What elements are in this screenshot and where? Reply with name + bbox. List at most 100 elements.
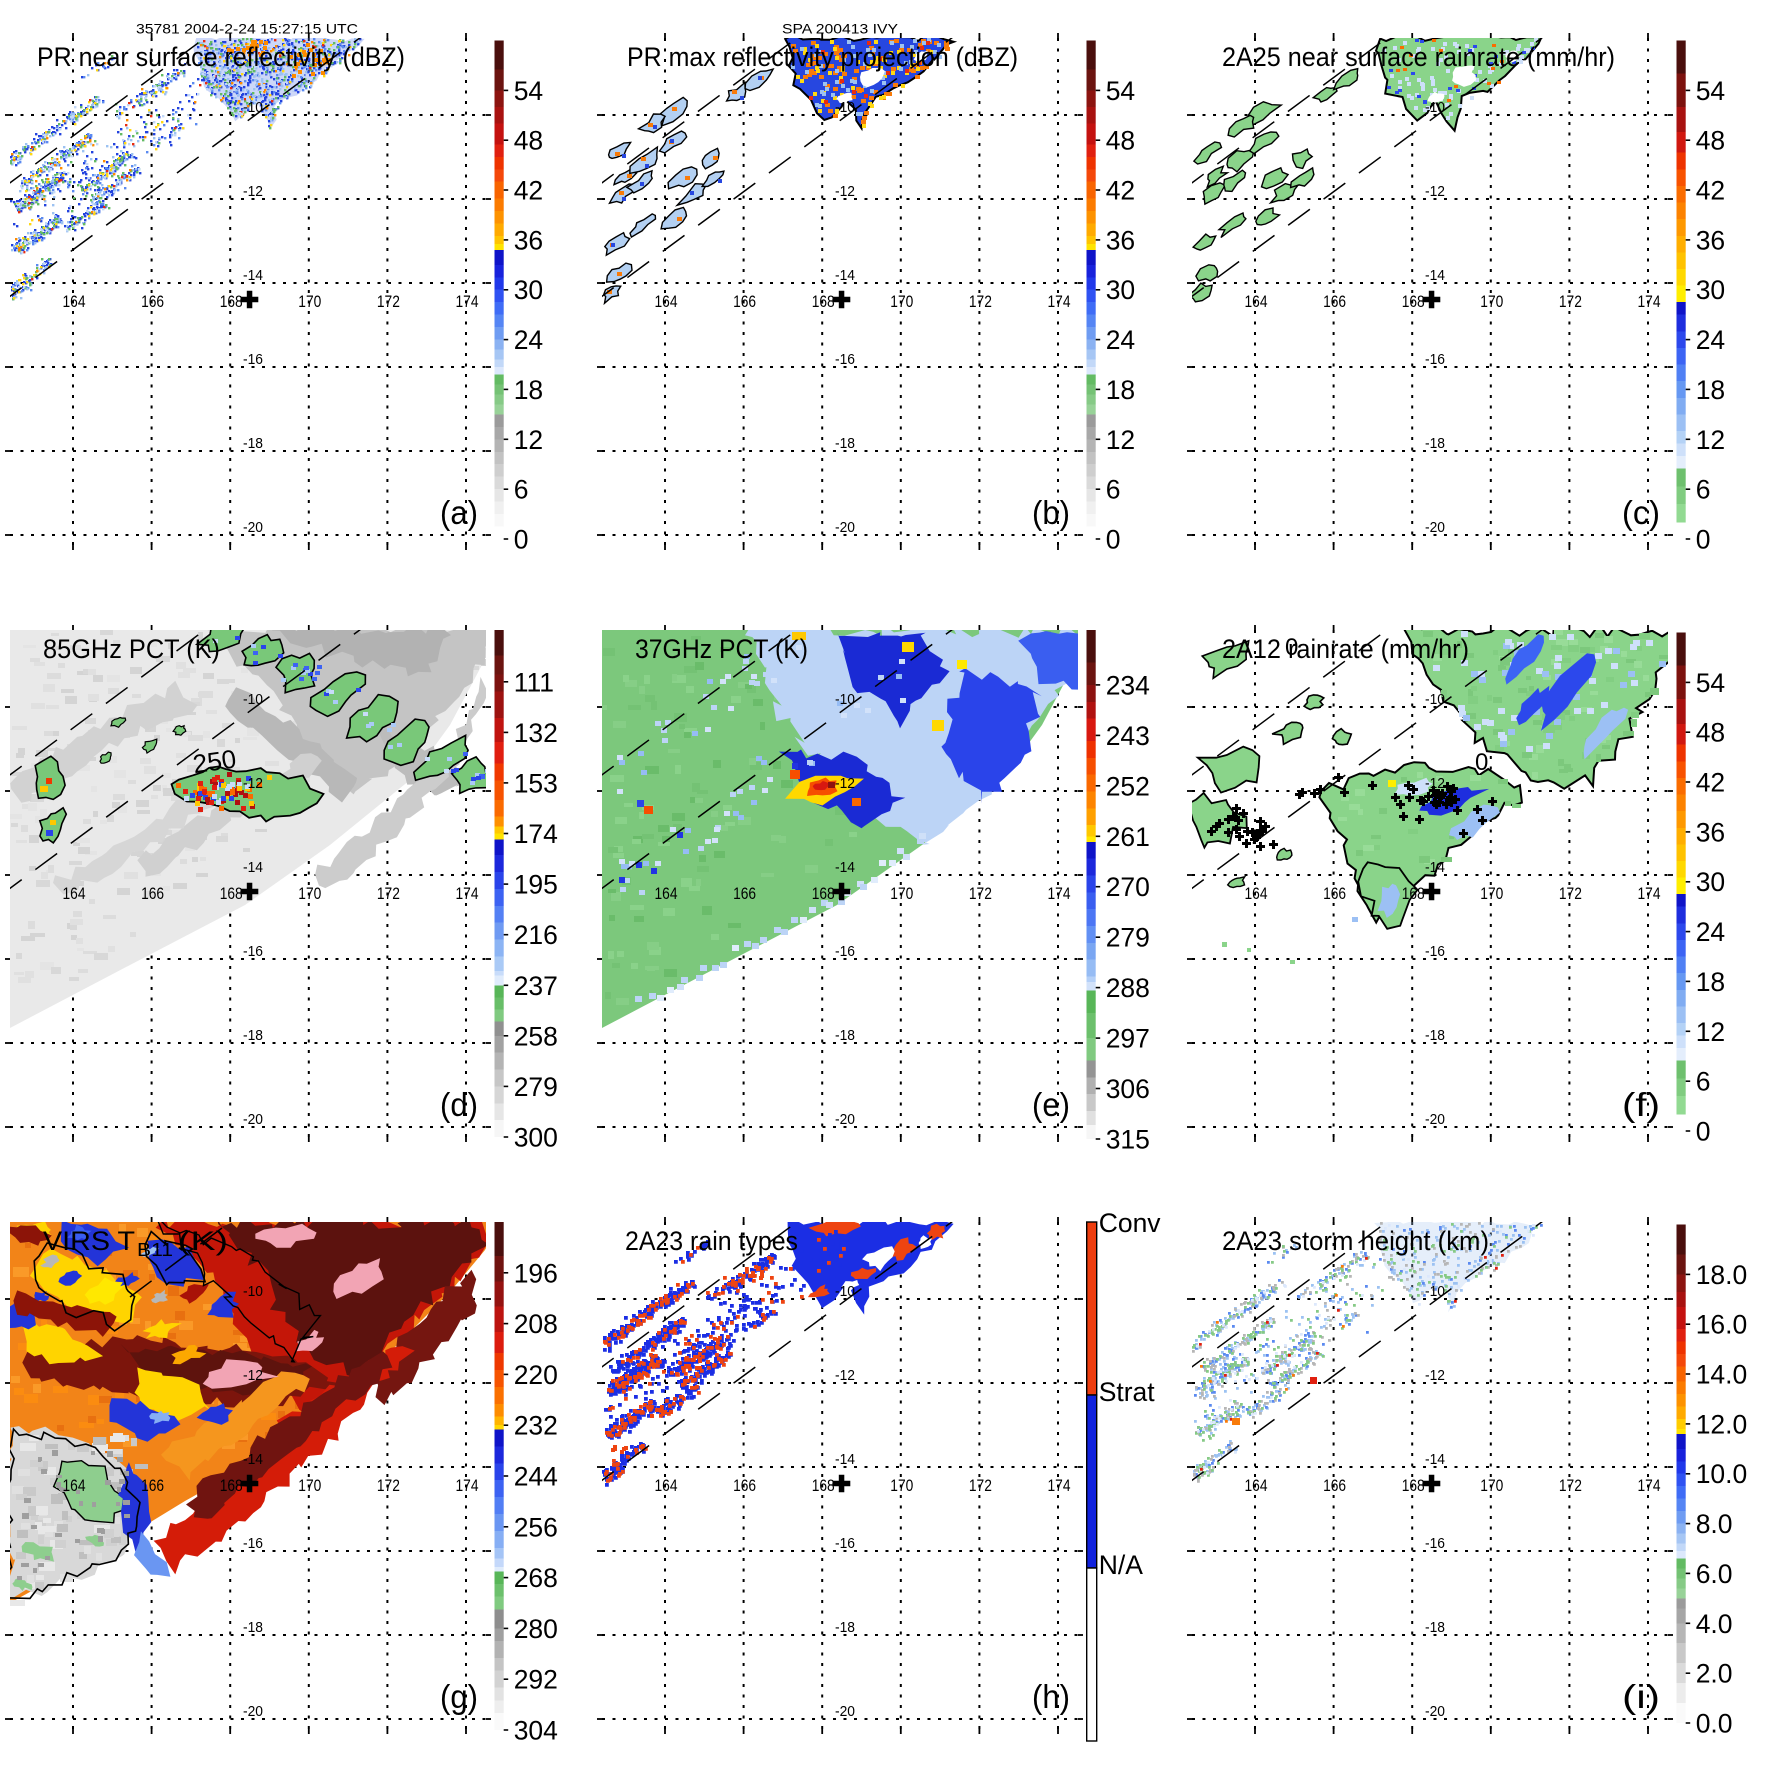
svg-text:6: 6 xyxy=(1106,475,1121,505)
svg-text:36: 36 xyxy=(1106,225,1135,255)
svg-text:48: 48 xyxy=(514,126,543,156)
svg-text:174: 174 xyxy=(1048,885,1071,903)
svg-text:292: 292 xyxy=(514,1665,558,1695)
svg-text:(h): (h) xyxy=(1032,1678,1070,1715)
svg-text:-12: -12 xyxy=(243,1368,263,1384)
svg-text:-18: -18 xyxy=(243,1620,263,1636)
svg-text:170: 170 xyxy=(298,293,321,311)
svg-text:153: 153 xyxy=(514,768,558,798)
svg-text:315: 315 xyxy=(1106,1125,1150,1155)
svg-text:-20: -20 xyxy=(1425,1704,1445,1720)
svg-text:18: 18 xyxy=(514,375,543,405)
svg-text:-10: -10 xyxy=(1425,692,1445,708)
svg-text:6.0: 6.0 xyxy=(1696,1559,1733,1589)
svg-text:-12: -12 xyxy=(243,776,263,792)
svg-text:-12: -12 xyxy=(1425,184,1445,200)
svg-text:-14: -14 xyxy=(1425,268,1445,284)
svg-text:168: 168 xyxy=(812,885,835,903)
svg-text:2A12 rainrate (mm/hr): 2A12 rainrate (mm/hr) xyxy=(1222,634,1469,664)
svg-text:174: 174 xyxy=(1048,1477,1071,1495)
svg-text:166: 166 xyxy=(733,1477,756,1495)
svg-text:24: 24 xyxy=(514,325,543,355)
svg-text:-14: -14 xyxy=(243,860,263,876)
svg-text:(b): (b) xyxy=(1032,494,1070,531)
svg-text:164: 164 xyxy=(655,293,678,311)
svg-text:170: 170 xyxy=(298,885,321,903)
svg-text:(c): (c) xyxy=(1622,494,1660,531)
svg-text:268: 268 xyxy=(514,1563,558,1593)
svg-text:36: 36 xyxy=(514,225,543,255)
svg-text:0: 0 xyxy=(1106,525,1121,555)
svg-text:(e): (e) xyxy=(1032,1086,1070,1123)
svg-text:-20: -20 xyxy=(835,1112,855,1128)
svg-text:256: 256 xyxy=(514,1512,558,1542)
svg-text:36: 36 xyxy=(1696,817,1725,847)
svg-text:-10: -10 xyxy=(835,692,855,708)
svg-text:-18: -18 xyxy=(835,1620,855,1636)
svg-text:-10: -10 xyxy=(1425,100,1445,116)
svg-text:(K): (K) xyxy=(178,1226,228,1256)
svg-text:170: 170 xyxy=(1480,885,1503,903)
svg-text:168: 168 xyxy=(812,1477,835,1495)
svg-text:0: 0 xyxy=(1696,1117,1711,1147)
svg-text:172: 172 xyxy=(969,1477,992,1495)
svg-text:2A25 near surface rainrate (mm: 2A25 near surface rainrate (mm/hr) xyxy=(1222,42,1615,72)
svg-text:-16: -16 xyxy=(243,944,263,960)
svg-text:30: 30 xyxy=(1106,275,1135,305)
svg-text:164: 164 xyxy=(655,1477,678,1495)
svg-text:35781 2004-2-24 15:27:15 UTC: 35781 2004-2-24 15:27:15 UTC xyxy=(136,22,358,37)
svg-text:30: 30 xyxy=(1696,867,1725,897)
svg-text:174: 174 xyxy=(456,1477,479,1495)
svg-text:-18: -18 xyxy=(835,436,855,452)
svg-text:12: 12 xyxy=(1696,1017,1725,1047)
svg-text:18: 18 xyxy=(1106,375,1135,405)
svg-text:232: 232 xyxy=(514,1411,558,1441)
svg-text:18: 18 xyxy=(1696,967,1725,997)
svg-text:(f): (f) xyxy=(1622,1086,1660,1123)
svg-text:172: 172 xyxy=(1559,885,1582,903)
svg-text:-20: -20 xyxy=(835,1704,855,1720)
svg-text:304: 304 xyxy=(514,1716,558,1746)
svg-text:N/A: N/A xyxy=(1099,1550,1144,1580)
svg-text:-14: -14 xyxy=(835,1452,855,1468)
svg-text:164: 164 xyxy=(63,885,86,903)
svg-text:30: 30 xyxy=(514,275,543,305)
svg-text:0: 0 xyxy=(1285,634,1298,661)
svg-text:-16: -16 xyxy=(1425,944,1445,960)
svg-text:6: 6 xyxy=(514,475,529,505)
svg-text:42: 42 xyxy=(1696,768,1725,798)
svg-text:280: 280 xyxy=(514,1614,558,1644)
svg-text:-10: -10 xyxy=(243,692,263,708)
svg-text:-14: -14 xyxy=(243,1452,263,1468)
svg-text:166: 166 xyxy=(141,1477,164,1495)
svg-text:8.0: 8.0 xyxy=(1696,1509,1733,1539)
svg-text:132: 132 xyxy=(514,718,558,748)
svg-text:6: 6 xyxy=(1696,475,1711,505)
svg-text:-18: -18 xyxy=(1425,1620,1445,1636)
svg-text:-12: -12 xyxy=(835,776,855,792)
svg-text:4.0: 4.0 xyxy=(1696,1609,1733,1639)
svg-text:172: 172 xyxy=(969,293,992,311)
svg-text:174: 174 xyxy=(1048,293,1071,311)
svg-text:166: 166 xyxy=(1323,1477,1346,1495)
svg-text:(g): (g) xyxy=(440,1678,478,1715)
svg-text:166: 166 xyxy=(733,885,756,903)
svg-text:170: 170 xyxy=(890,293,913,311)
svg-text:48: 48 xyxy=(1696,718,1725,748)
svg-text:168: 168 xyxy=(1402,293,1425,311)
svg-text:-14: -14 xyxy=(835,268,855,284)
svg-text:164: 164 xyxy=(1245,885,1268,903)
svg-text:-10: -10 xyxy=(243,100,263,116)
svg-text:-16: -16 xyxy=(243,1536,263,1552)
svg-text:172: 172 xyxy=(377,885,400,903)
svg-text:-16: -16 xyxy=(1425,1536,1445,1552)
svg-text:-18: -18 xyxy=(1425,1028,1445,1044)
svg-text:-20: -20 xyxy=(835,520,855,536)
svg-text:174: 174 xyxy=(1638,1477,1661,1495)
svg-text:164: 164 xyxy=(63,293,86,311)
svg-text:37GHz PCT (K): 37GHz PCT (K) xyxy=(635,634,808,664)
svg-text:0: 0 xyxy=(514,525,529,555)
svg-text:111: 111 xyxy=(514,667,554,697)
svg-text:-14: -14 xyxy=(1425,860,1445,876)
svg-text:166: 166 xyxy=(1323,885,1346,903)
